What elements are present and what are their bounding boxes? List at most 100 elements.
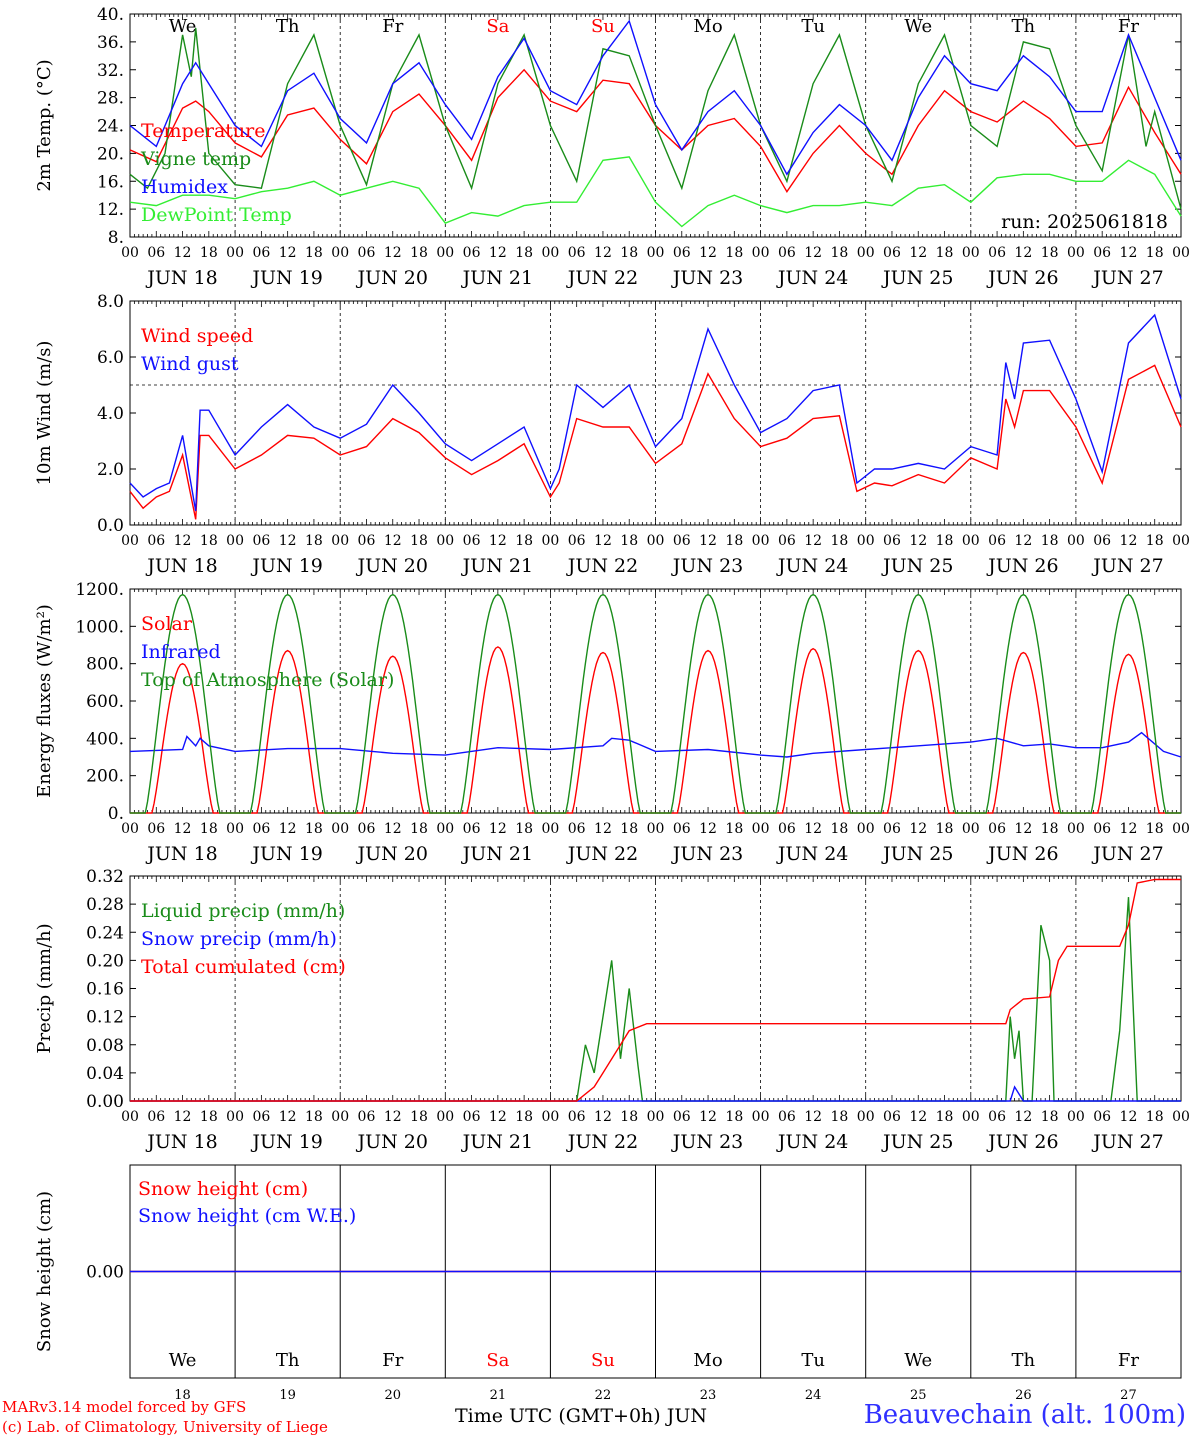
date-label: JUN 22 [566,843,638,865]
day-of-week-label: Tu [801,16,825,37]
hour-tick-label: 18 [1146,821,1164,837]
hour-tick-label: 12 [804,533,822,549]
y-tick-label: 32. [97,61,124,81]
date-label: JUN 19 [250,555,322,577]
hour-tick-label: 00 [226,1109,244,1125]
hour-tick-label: 06 [568,1109,586,1125]
hour-tick-label: 18 [1146,1109,1164,1125]
series-line-wind-gust [129,313,1182,512]
y-tick-label: 0.0 [97,516,124,536]
hour-tick-label: 00 [1067,533,1085,549]
legend-entry: Temperature [141,120,265,142]
hour-tick-label: 06 [988,821,1006,837]
hour-tick-label: 06 [778,1109,796,1125]
day-of-week-label: Fr [1118,1350,1139,1371]
hour-tick-label: 06 [883,533,901,549]
y-tick-label: 0.08 [86,1036,124,1056]
station-name: Beauvechain (alt. 100m) [863,1400,1186,1430]
hour-tick-label: 06 [988,1109,1006,1125]
hour-tick-label: 12 [1014,245,1032,261]
y-axis-label: Energy fluxes (W/m²) [34,604,55,798]
y-tick-label: 36. [97,33,124,53]
series-line-total-cumulated-cm- [130,878,1181,1102]
hour-tick-label: 18 [831,821,849,837]
hour-tick-label: 12 [804,821,822,837]
date-label: JUN 24 [776,267,848,289]
date-label: JUN 24 [776,555,848,577]
hour-tick-label: 06 [252,533,270,549]
hour-tick-label: 18 [200,245,218,261]
day-of-week-label: Mo [693,16,722,37]
hour-tick-label: 06 [147,1109,165,1125]
hour-tick-label: 18 [831,245,849,261]
series-line-wind-speed [129,364,1182,520]
legend-entry: Snow height (cm) [138,1178,308,1200]
hour-tick-label: 18 [725,1109,743,1125]
date-label: JUN 25 [881,267,953,289]
y-tick-label: 6.0 [97,348,124,368]
hour-tick-label: 06 [358,1109,376,1125]
y-tick-label: 0.20 [86,951,124,971]
y-tick-label: 16. [97,172,124,192]
hour-tick-label: 18 [305,533,323,549]
hour-tick-label: 00 [121,245,139,261]
hour-tick-label: 06 [988,245,1006,261]
date-label: JUN 21 [461,267,533,289]
date-label: JUN 18 [145,1131,217,1153]
date-label: JUN 19 [250,267,322,289]
hour-tick-label: 06 [1093,1109,1111,1125]
hour-tick-label: 12 [384,245,402,261]
hour-tick-label: 12 [594,821,612,837]
hour-tick-label: 18 [200,533,218,549]
hour-tick-label: 00 [857,821,875,837]
date-label: JUN 25 [881,555,953,577]
hour-tick-label: 06 [463,533,481,549]
hour-tick-label: 06 [463,821,481,837]
y-tick-label: 1200. [75,580,124,600]
hour-tick-label: 12 [804,245,822,261]
hour-tick-label: 06 [568,245,586,261]
y-tick-label: 28. [97,89,124,109]
date-label: JUN 21 [461,843,533,865]
hour-tick-label: 18 [515,821,533,837]
hour-tick-label: 18 [515,533,533,549]
hour-tick-label: 00 [1067,245,1085,261]
date-label: JUN 22 [566,555,638,577]
legend-entry: Total cumulated (cm) [141,956,346,978]
y-axis-label: 2m Temp. (°C) [34,59,55,191]
hour-tick-label: 12 [174,821,192,837]
hour-tick-label: 00 [752,245,770,261]
day-of-week-label: Sa [486,1350,509,1371]
day-of-week-label: We [169,1350,197,1371]
hour-tick-label: 00 [962,821,980,837]
day-number-label: 19 [279,1388,296,1403]
run-label: run: 2025061818 [1001,211,1168,233]
date-label: JUN 25 [881,1131,953,1153]
hour-tick-label: 00 [962,245,980,261]
date-label: JUN 21 [461,555,533,577]
hour-tick-label: 18 [305,1109,323,1125]
hour-tick-label: 06 [673,1109,691,1125]
series-line-humidex [129,19,1182,176]
date-label: JUN 23 [671,267,743,289]
hour-tick-label: 12 [909,821,927,837]
hour-tick-label: 00 [752,821,770,837]
hour-tick-label: 18 [1041,533,1059,549]
date-label: JUN 23 [671,843,743,865]
hour-tick-label: 00 [1172,245,1190,261]
hour-tick-label: 06 [252,245,270,261]
hour-tick-label: 00 [647,245,665,261]
hour-tick-label: 06 [778,821,796,837]
hour-tick-label: 18 [831,1109,849,1125]
hour-tick-label: 12 [909,245,927,261]
hour-tick-label: 06 [673,533,691,549]
date-label: JUN 18 [145,843,217,865]
hour-tick-label: 00 [1172,1109,1190,1125]
hour-tick-label: 00 [436,533,454,549]
hour-tick-label: 06 [252,821,270,837]
hour-tick-label: 18 [410,533,428,549]
day-number-label: 23 [700,1388,717,1403]
y-tick-label: 0.04 [86,1064,124,1084]
hour-tick-label: 00 [541,821,559,837]
hour-tick-label: 18 [1041,245,1059,261]
